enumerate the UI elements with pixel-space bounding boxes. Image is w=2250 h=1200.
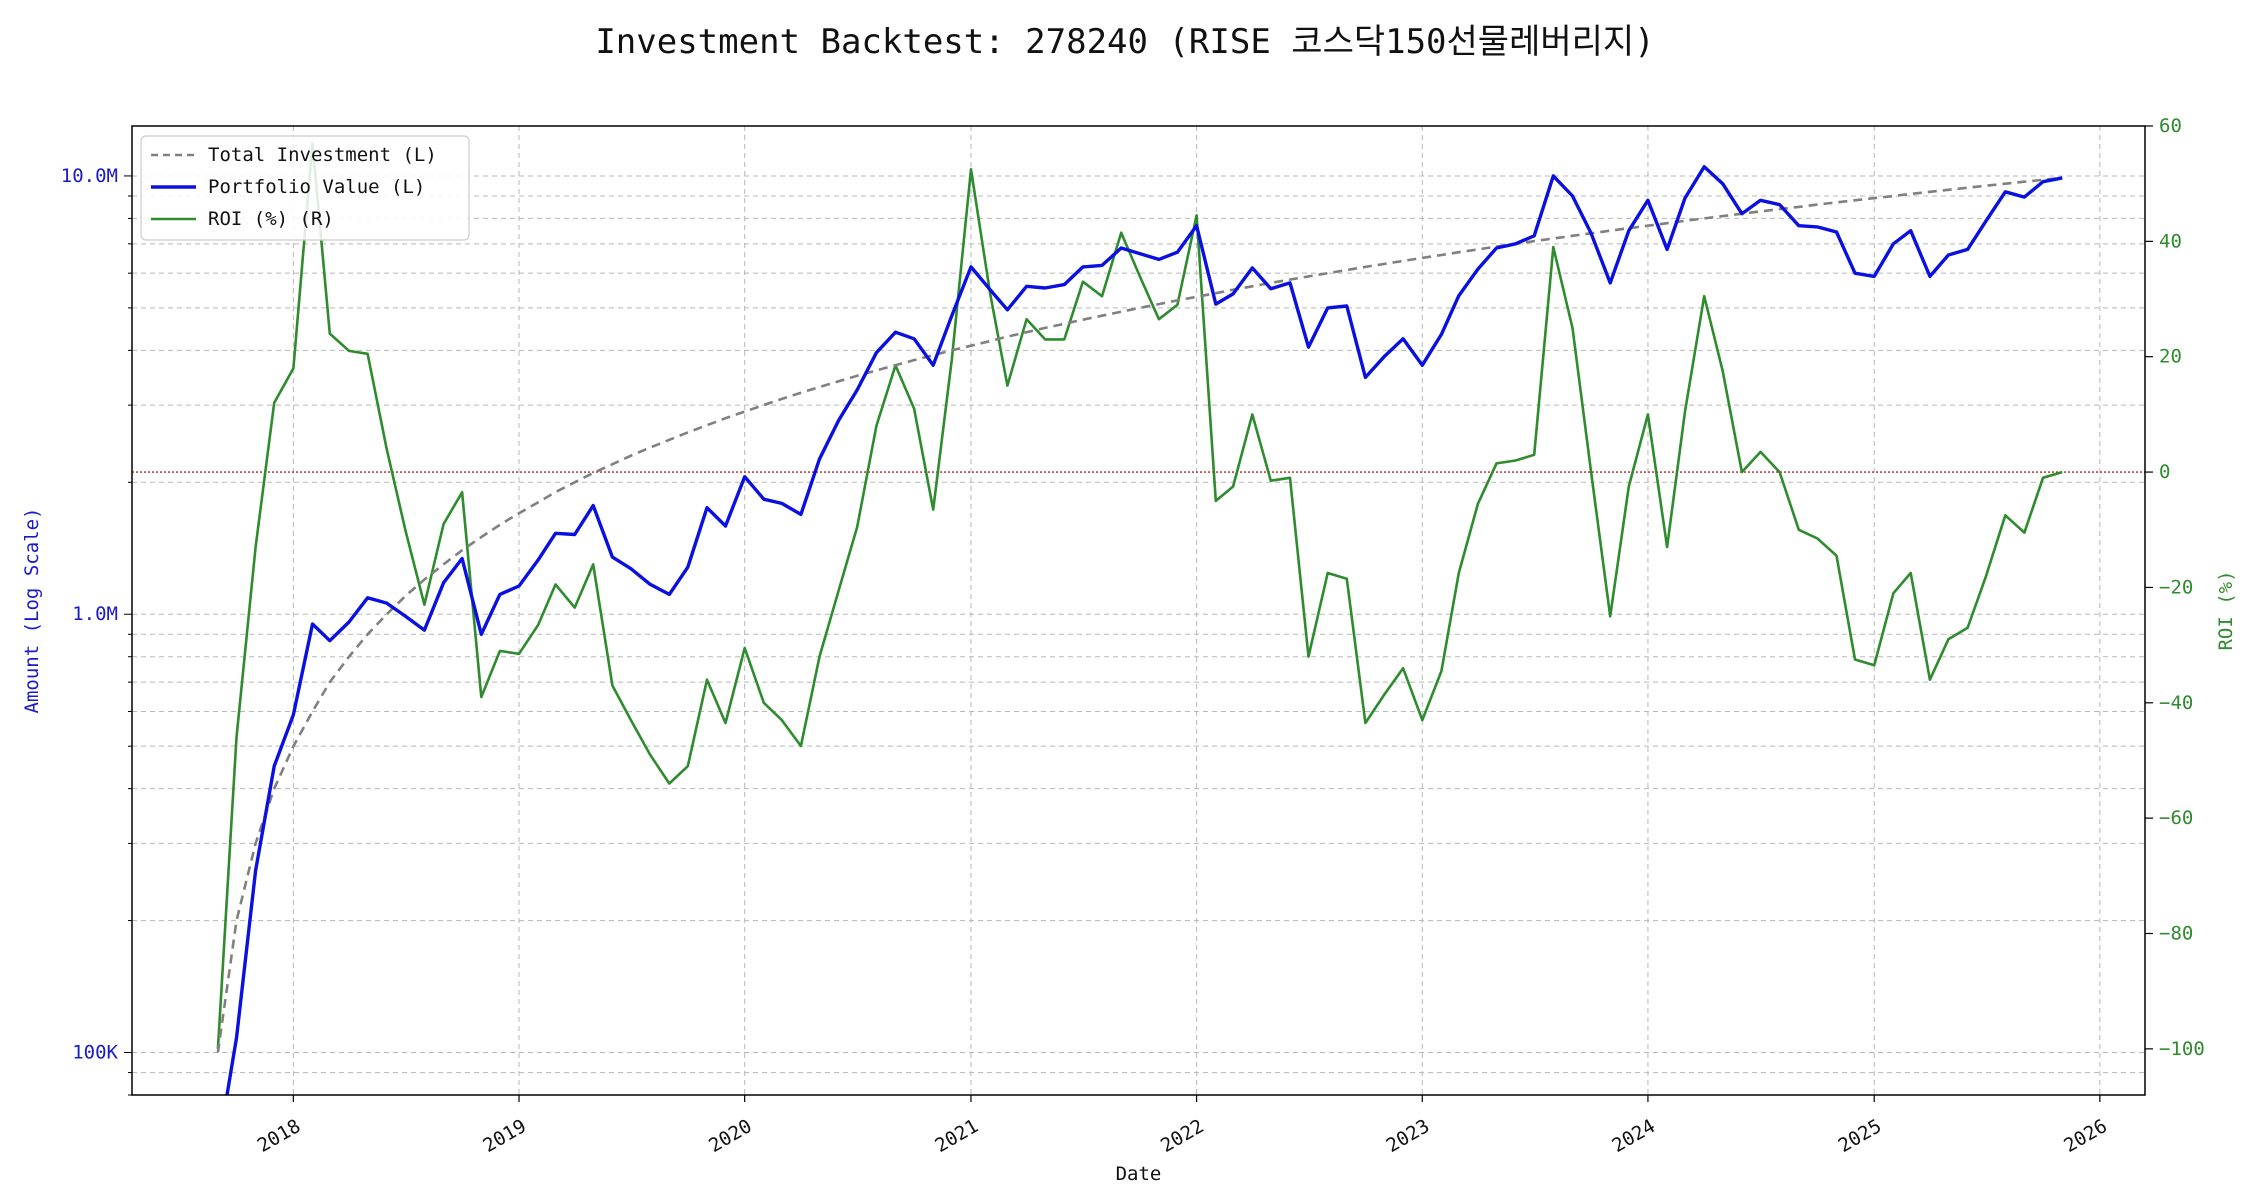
series-line-roi [216, 142, 2063, 1049]
right-tick-label: −100 [2159, 1038, 2205, 1060]
x-tick-label: 2022 [1157, 1115, 1208, 1157]
x-tick-label: 2018 [254, 1115, 305, 1157]
x-axis-label: Date [1116, 1163, 1162, 1185]
right-tick-label: 0 [2159, 461, 2170, 483]
left-tick-label: 1.0M [72, 603, 118, 625]
x-tick-label: 2023 [1383, 1115, 1434, 1157]
legend-label-portfolio-value: Portfolio Value (L) [208, 176, 425, 198]
chart-title: Investment Backtest: 278240 (RISE 코스닥150… [595, 22, 1655, 62]
right-tick-label: −80 [2159, 923, 2193, 945]
x-tick-label: 2026 [2060, 1115, 2111, 1157]
right-tick-label: 60 [2159, 115, 2182, 137]
right-tick-label: 20 [2159, 346, 2182, 368]
legend-box [140, 135, 470, 241]
right-tick-label: 40 [2159, 230, 2182, 252]
series-layer [216, 142, 2063, 1095]
left-axis-label: Amount (Log Scale) [21, 508, 43, 714]
legend-label-roi: ROI (%) (R) [208, 208, 334, 230]
left-tick-label: 100K [72, 1042, 118, 1064]
legend-label-total-investment: Total Investment (L) [208, 144, 437, 166]
legend: Total Investment (L) Portfolio Value (L) R… [140, 135, 470, 241]
right-tick-label: −40 [2159, 692, 2193, 714]
series-line-total-investment [216, 176, 2063, 1053]
left-tick-label: 10.0M [61, 165, 118, 187]
x-tick-label: 2020 [705, 1115, 756, 1157]
plot-frame [131, 125, 2146, 1096]
right-tick-label: −60 [2159, 807, 2193, 829]
right-axis-label: ROI (%) [2215, 570, 2237, 650]
right-tick-label: −20 [2159, 576, 2193, 598]
x-tick-label: 2019 [479, 1115, 530, 1157]
series-line-portfolio-value [225, 164, 2063, 1095]
x-tick-label: 2025 [1835, 1115, 1886, 1157]
x-tick-label: 2021 [931, 1115, 982, 1157]
x-tick-label: 2024 [1608, 1115, 1659, 1157]
